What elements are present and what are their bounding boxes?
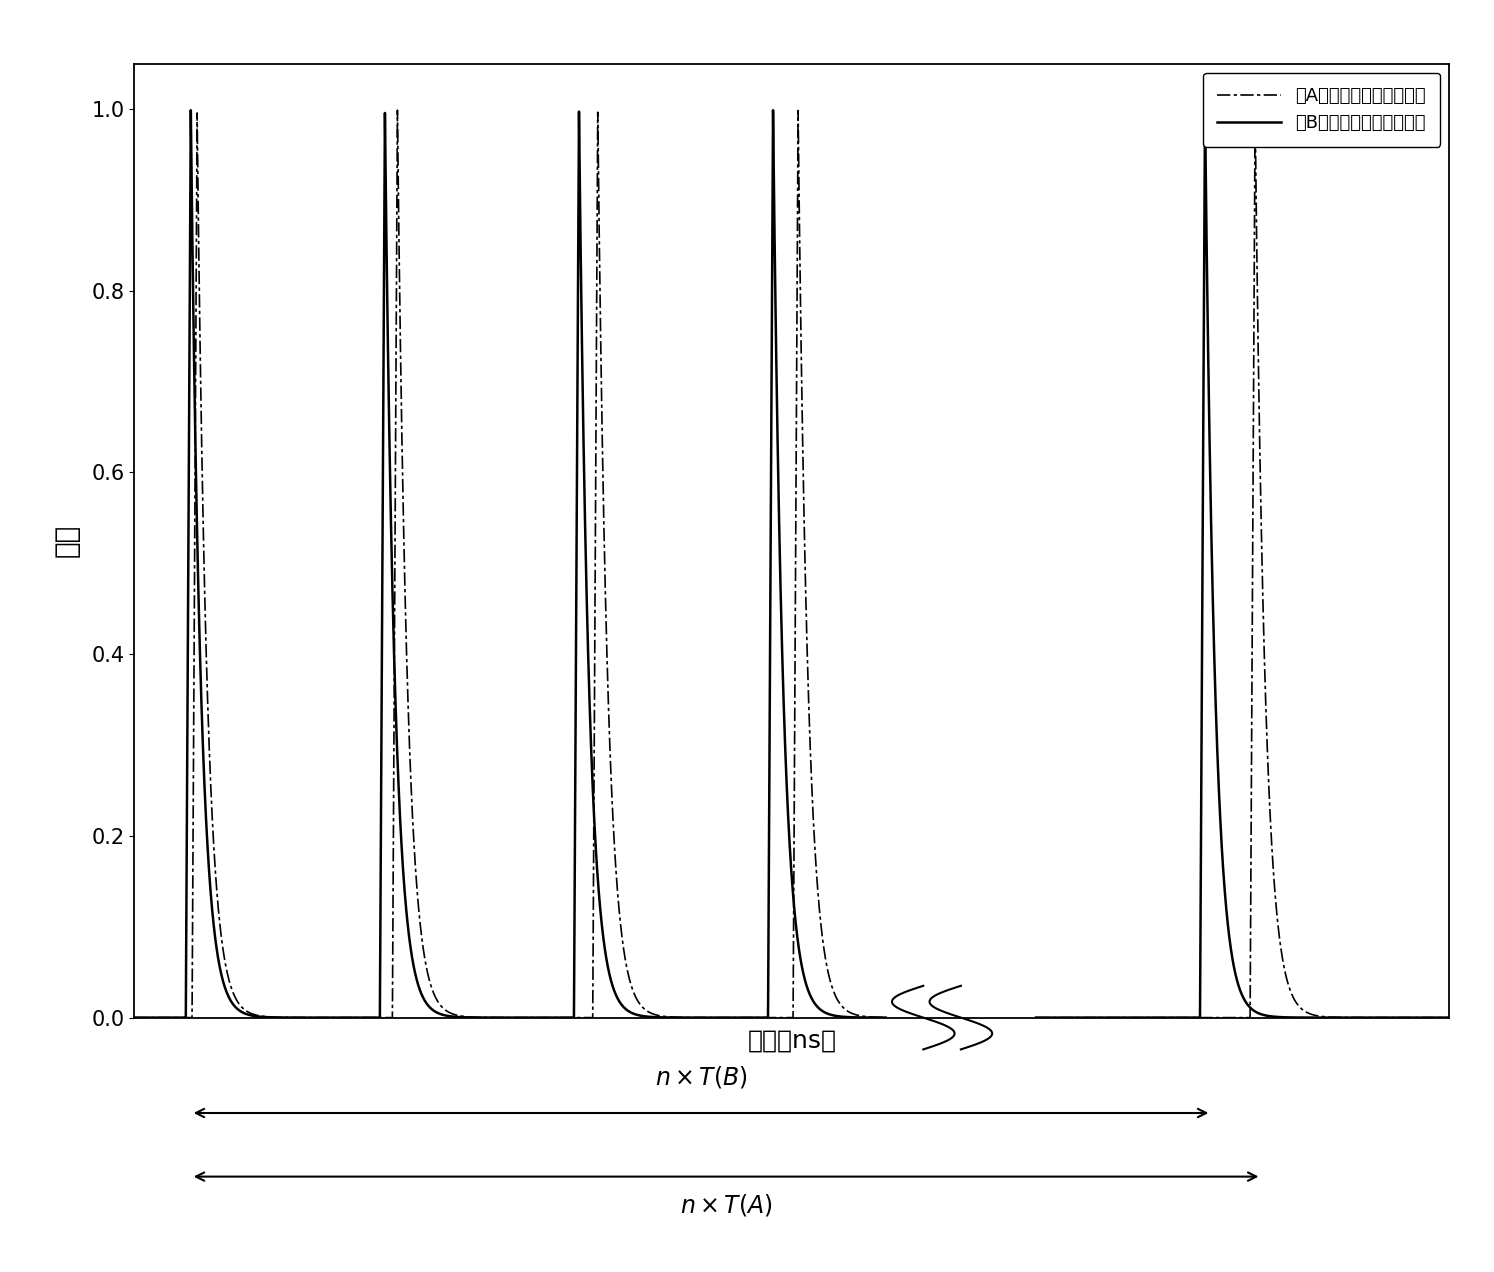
位A处反射的衰荡脉冲序列 (411, 913, 429, 929)
位B处反射的衰荡脉冲序列 (660, 1010, 678, 1025)
位A处反射的衰荡脉冲序列 (660, 1009, 678, 1024)
位B处反射的衰荡脉冲序列 (763, 103, 781, 118)
Line: 位B处反射的衰荡脉冲序列: 位B处反射的衰荡脉冲序列 (134, 111, 886, 1018)
位B处反射的衰荡脉冲序列 (411, 982, 429, 997)
位A处反射的衰荡脉冲序列 (409, 902, 427, 917)
Text: $n\times T(A)$: $n\times T(A)$ (680, 1192, 772, 1217)
位B处反射的衰荡脉冲序列 (877, 1010, 895, 1025)
位B处反射的衰荡脉冲序列 (125, 1010, 143, 1025)
位B处反射的衰荡脉冲序列 (409, 978, 427, 993)
位A处反射的衰荡脉冲序列 (238, 1004, 255, 1019)
位A处反射的衰荡脉冲序列 (125, 1010, 143, 1025)
Legend: 位A处反射的衰荡脉冲序列, 位B处反射的衰荡脉冲序列: 位A处反射的衰荡脉冲序列, 位B处反射的衰荡脉冲序列 (1203, 73, 1440, 146)
位B处反射的衰荡脉冲序列 (378, 257, 396, 272)
Text: $n\times T(B)$: $n\times T(B)$ (654, 1065, 747, 1090)
位B处反射的衰荡脉冲序列 (466, 1010, 484, 1025)
X-axis label: 时间（ns）: 时间（ns） (747, 1029, 837, 1053)
位A处反射的衰荡脉冲序列 (877, 1010, 895, 1025)
位A处反射的衰荡脉冲序列 (388, 103, 406, 118)
位B处反射的衰荡脉冲序列 (238, 1006, 255, 1021)
位A处反射的衰荡脉冲序列 (378, 1010, 396, 1025)
Line: 位A处反射的衰荡脉冲序列: 位A处反射的衰荡脉冲序列 (134, 111, 886, 1018)
Y-axis label: 幅度: 幅度 (52, 524, 81, 557)
位A处反射的衰荡脉冲序列 (466, 1010, 484, 1025)
